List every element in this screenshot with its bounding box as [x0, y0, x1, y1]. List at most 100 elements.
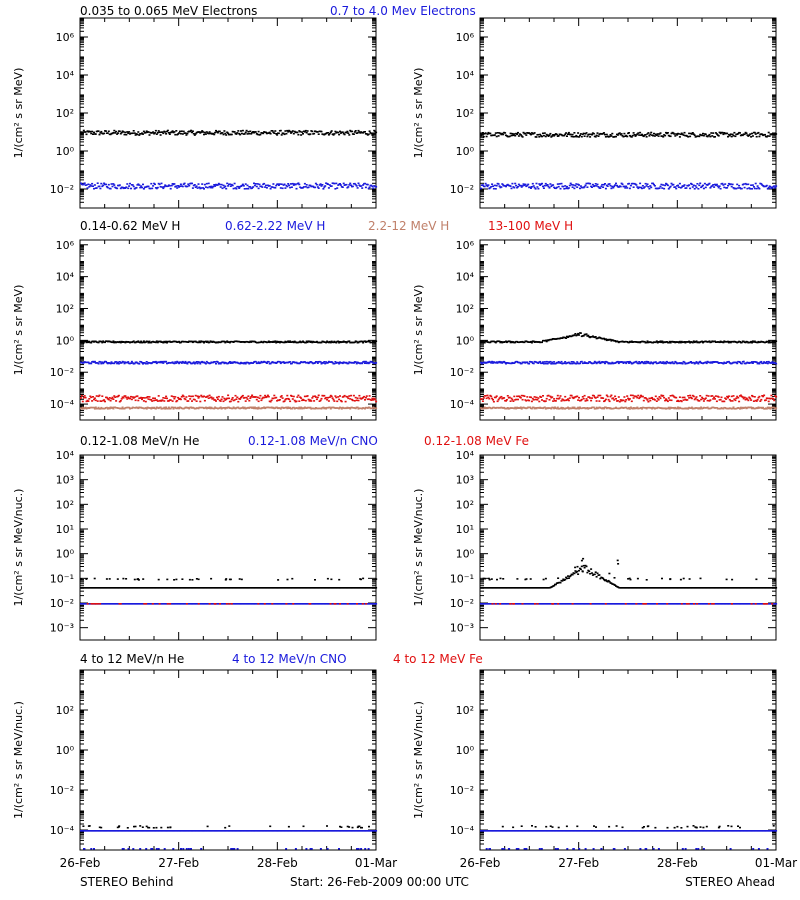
data-point — [185, 134, 188, 136]
data-point — [199, 341, 202, 344]
data-point — [152, 131, 155, 133]
data-point — [80, 341, 83, 344]
data-point — [308, 400, 311, 402]
data-point — [631, 182, 634, 185]
data-point — [578, 184, 580, 186]
data-point — [103, 132, 106, 135]
data-point — [769, 186, 772, 188]
data-points — [480, 131, 778, 190]
data-point — [480, 187, 482, 190]
data-point — [82, 341, 85, 344]
data-point — [174, 361, 177, 363]
data-point — [331, 397, 334, 399]
data-point — [162, 362, 165, 364]
data-point — [712, 184, 715, 186]
data-point — [297, 182, 300, 184]
data-point — [529, 132, 531, 135]
data-point — [181, 394, 184, 397]
data-point — [532, 340, 535, 343]
data-point — [220, 398, 223, 401]
data-point — [729, 133, 732, 135]
data-point — [131, 132, 134, 134]
data-point — [742, 360, 745, 363]
data-point — [765, 184, 768, 187]
data-point — [675, 396, 678, 399]
data-point — [357, 129, 360, 132]
data-point — [690, 361, 692, 363]
data-point — [589, 361, 592, 363]
footer-right-label: STEREO Ahead — [685, 875, 775, 889]
data-point — [212, 397, 215, 399]
data-point — [683, 341, 686, 343]
data-point — [598, 360, 601, 363]
data-point — [549, 183, 552, 185]
data-point — [497, 398, 500, 401]
data-point — [93, 131, 95, 134]
data-point — [180, 396, 183, 398]
data-point — [328, 132, 331, 135]
data-point — [227, 185, 230, 187]
y-tick-label: 10⁶ — [456, 239, 475, 252]
data-point — [611, 185, 614, 188]
data-point — [688, 340, 691, 343]
data-point — [601, 183, 604, 186]
data-point — [773, 406, 776, 409]
data-point — [163, 340, 166, 343]
data-point — [220, 183, 223, 186]
data-point — [641, 187, 643, 190]
data-point — [290, 183, 292, 185]
data-point — [337, 131, 340, 134]
data-point — [552, 184, 555, 186]
data-point — [633, 134, 636, 136]
data-point — [727, 395, 730, 397]
data-point — [287, 340, 290, 342]
data-point — [272, 406, 275, 409]
data-point — [231, 184, 234, 187]
data-point — [261, 397, 264, 400]
data-point — [192, 132, 195, 135]
data-point — [228, 397, 230, 400]
data-point — [269, 132, 272, 135]
data-point — [179, 361, 182, 363]
data-point — [142, 133, 144, 135]
data-point — [87, 183, 90, 186]
data-point — [556, 394, 559, 397]
data-point — [328, 340, 331, 343]
data-point — [275, 396, 278, 399]
data-point — [197, 183, 200, 185]
data-point — [500, 186, 503, 188]
data-point — [659, 132, 662, 134]
data-point — [530, 132, 533, 134]
data-point — [228, 361, 231, 363]
data-point — [710, 132, 713, 134]
data-point — [613, 399, 616, 401]
data-point — [604, 338, 607, 340]
data-point — [227, 132, 230, 135]
data-point — [287, 183, 290, 185]
data-point — [120, 398, 123, 400]
data-point — [165, 133, 168, 135]
data-point — [159, 360, 162, 363]
data-point — [592, 362, 595, 364]
data-point — [108, 407, 111, 410]
data-point — [757, 396, 760, 399]
data-point — [353, 341, 356, 344]
y-tick-label: 10⁴ — [456, 271, 475, 284]
data-point — [697, 188, 700, 190]
data-point — [520, 362, 523, 365]
data-point — [147, 131, 150, 133]
data-point — [757, 187, 760, 189]
data-point — [755, 187, 758, 190]
data-point — [198, 186, 201, 189]
data-point — [495, 361, 498, 363]
data-point — [681, 362, 684, 365]
data-point — [312, 395, 315, 398]
data-point — [178, 340, 181, 343]
data-point — [229, 400, 232, 403]
data-point — [563, 362, 566, 365]
data-point — [228, 341, 231, 344]
data-point — [161, 360, 164, 363]
data-point — [775, 185, 778, 187]
data-point — [494, 188, 497, 190]
data-point — [309, 184, 312, 187]
